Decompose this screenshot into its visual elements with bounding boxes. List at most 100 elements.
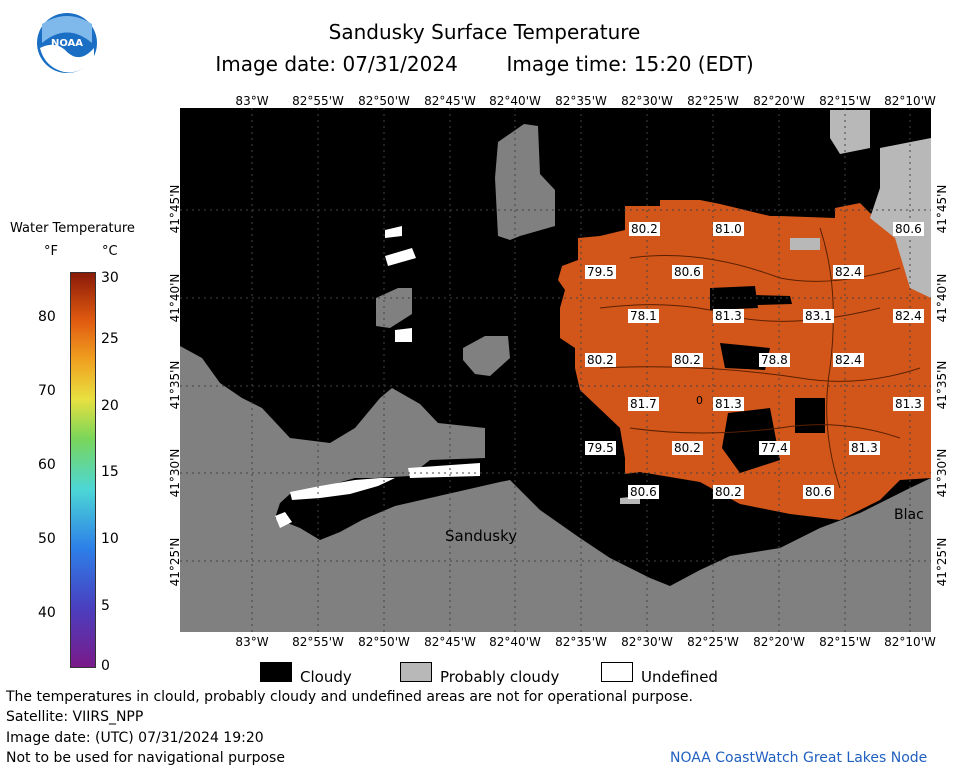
temperature-label: 79.5 (585, 441, 616, 455)
temperature-label: 80.6 (672, 265, 703, 279)
undefined-area (275, 512, 292, 528)
time-value: 15:20 (EDT) (633, 52, 754, 76)
temperature-label: 80.6 (893, 222, 924, 236)
legend-swatch-cloudy (260, 662, 292, 682)
lon-label: 82°50'W (358, 635, 410, 649)
lat-label: 41°25'N (935, 537, 949, 587)
undefined-area (395, 328, 412, 342)
lon-label: 82°45'W (424, 635, 476, 649)
lon-label: 82°20'W (753, 94, 805, 108)
lon-label: 82°40'W (489, 94, 541, 108)
temperature-label: 78.1 (628, 309, 659, 323)
legend-swatch-probably-cloudy (400, 662, 432, 682)
footer-disclaimer: The temperatures in clould, probably clo… (6, 689, 693, 705)
noaa-logo: NOAA (36, 12, 98, 74)
probably-cloudy-area (830, 110, 870, 154)
c-tick: 10 (101, 531, 119, 547)
lon-label: 82°50'W (358, 94, 410, 108)
temperature-label: 80.2 (672, 353, 703, 367)
footer-credit[interactable]: NOAA CoastWatch Great Lakes Node (670, 750, 928, 766)
legend-label-probably-cloudy: Probably cloudy (440, 668, 560, 686)
temperature-label: 77.4 (759, 441, 790, 455)
cloud-hole (720, 294, 792, 306)
cloud-hole (722, 408, 780, 473)
date-value: 07/31/2024 (342, 52, 458, 76)
temperature-label: 80.2 (713, 485, 744, 499)
lon-label: 82°55'W (292, 94, 344, 108)
temperature-label: 81.0 (713, 222, 744, 236)
place-label-blac: Blac (894, 507, 924, 523)
temperature-label: 80.2 (629, 222, 660, 236)
c-tick: 15 (101, 464, 119, 480)
footer-satellite: Satellite: VIIRS_NPP (6, 709, 144, 725)
lon-label: 83°W (235, 635, 269, 649)
lon-label: 82°30'W (621, 635, 673, 649)
f-tick: 50 (38, 531, 56, 547)
legend-label-undefined: Undefined (641, 668, 718, 686)
map-panel[interactable]: 0 4 Sandusky Blac 80.2 81.0 80.6 79.5 80.6 82… (180, 108, 931, 632)
f-tick: 70 (38, 383, 56, 399)
unit-c: °C (102, 244, 118, 259)
lon-label: 82°20'W (753, 635, 805, 649)
lon-label: 82°10'W (884, 635, 936, 649)
colorbar-title: Water Temperature (10, 221, 135, 236)
temperature-label: 80.6 (803, 485, 834, 499)
map-svg: 0 4 Sandusky Blac (180, 108, 931, 632)
temperature-label: 82.4 (833, 265, 864, 279)
temperature-label: 81.3 (713, 309, 744, 323)
temperature-label: 82.4 (833, 353, 864, 367)
lon-label: 82°35'W (555, 635, 607, 649)
lon-label: 82°10'W (884, 94, 936, 108)
lat-label: 41°45'N (935, 184, 949, 234)
island (495, 124, 555, 240)
temperature-label: 81.3 (713, 397, 744, 411)
f-tick: 80 (38, 309, 56, 325)
probably-cloudy-area (870, 138, 931, 298)
noaa-logo-text: NOAA (51, 38, 83, 49)
temperature-label: 80.6 (628, 485, 659, 499)
undefined-area (385, 226, 402, 238)
temperature-label: 82.4 (893, 309, 924, 323)
temperature-label: 80.2 (672, 441, 703, 455)
c-tick: 30 (101, 270, 119, 286)
place-label-sandusky: Sandusky (445, 527, 517, 545)
undefined-area (408, 463, 480, 478)
c-tick: 20 (101, 398, 119, 414)
lon-label: 82°45'W (424, 94, 476, 108)
footer-utc-date: Image date: (UTC) 07/31/2024 19:20 (6, 730, 264, 746)
cloud-hole (720, 343, 770, 370)
lon-label: 82°15'W (819, 94, 871, 108)
c-tick: 0 (101, 658, 110, 674)
contour-label: 4 (857, 148, 864, 161)
f-tick: 40 (38, 605, 56, 621)
image-datetime: Image date: 07/31/2024 Image time: 15:20… (0, 52, 969, 76)
lon-label: 82°15'W (819, 635, 871, 649)
temperature-label: 81.3 (893, 397, 924, 411)
graticule (180, 108, 931, 632)
lon-label: 82°25'W (687, 635, 739, 649)
page-title: Sandusky Surface Temperature (328, 20, 641, 44)
lon-label: 82°40'W (489, 635, 541, 649)
lon-label: 82°30'W (621, 94, 673, 108)
lon-label: 83°W (235, 94, 269, 108)
colorbar (70, 272, 96, 668)
cloud-hole (795, 398, 825, 433)
undefined-area (385, 248, 416, 266)
contour-label: 0 (696, 394, 703, 407)
c-tick: 25 (101, 331, 119, 347)
temperature-label: 79.5 (585, 265, 616, 279)
lon-label: 82°25'W (687, 94, 739, 108)
unit-f: °F (44, 244, 58, 259)
temperature-label: 78.8 (759, 353, 790, 367)
footer-navigation-warning: Not to be used for navigational purpose (6, 750, 285, 766)
temperature-label: 81.7 (628, 397, 659, 411)
island (463, 336, 510, 376)
undefined-area (290, 478, 395, 500)
legend-label-cloudy: Cloudy (300, 668, 352, 686)
f-tick: 60 (38, 457, 56, 473)
temperature-label: 81.3 (849, 441, 880, 455)
legend-swatch-undefined (601, 662, 633, 682)
temperature-label: 80.2 (585, 353, 616, 367)
lat-label: 41°35'N (935, 360, 949, 410)
time-label: Image time: (506, 52, 628, 76)
